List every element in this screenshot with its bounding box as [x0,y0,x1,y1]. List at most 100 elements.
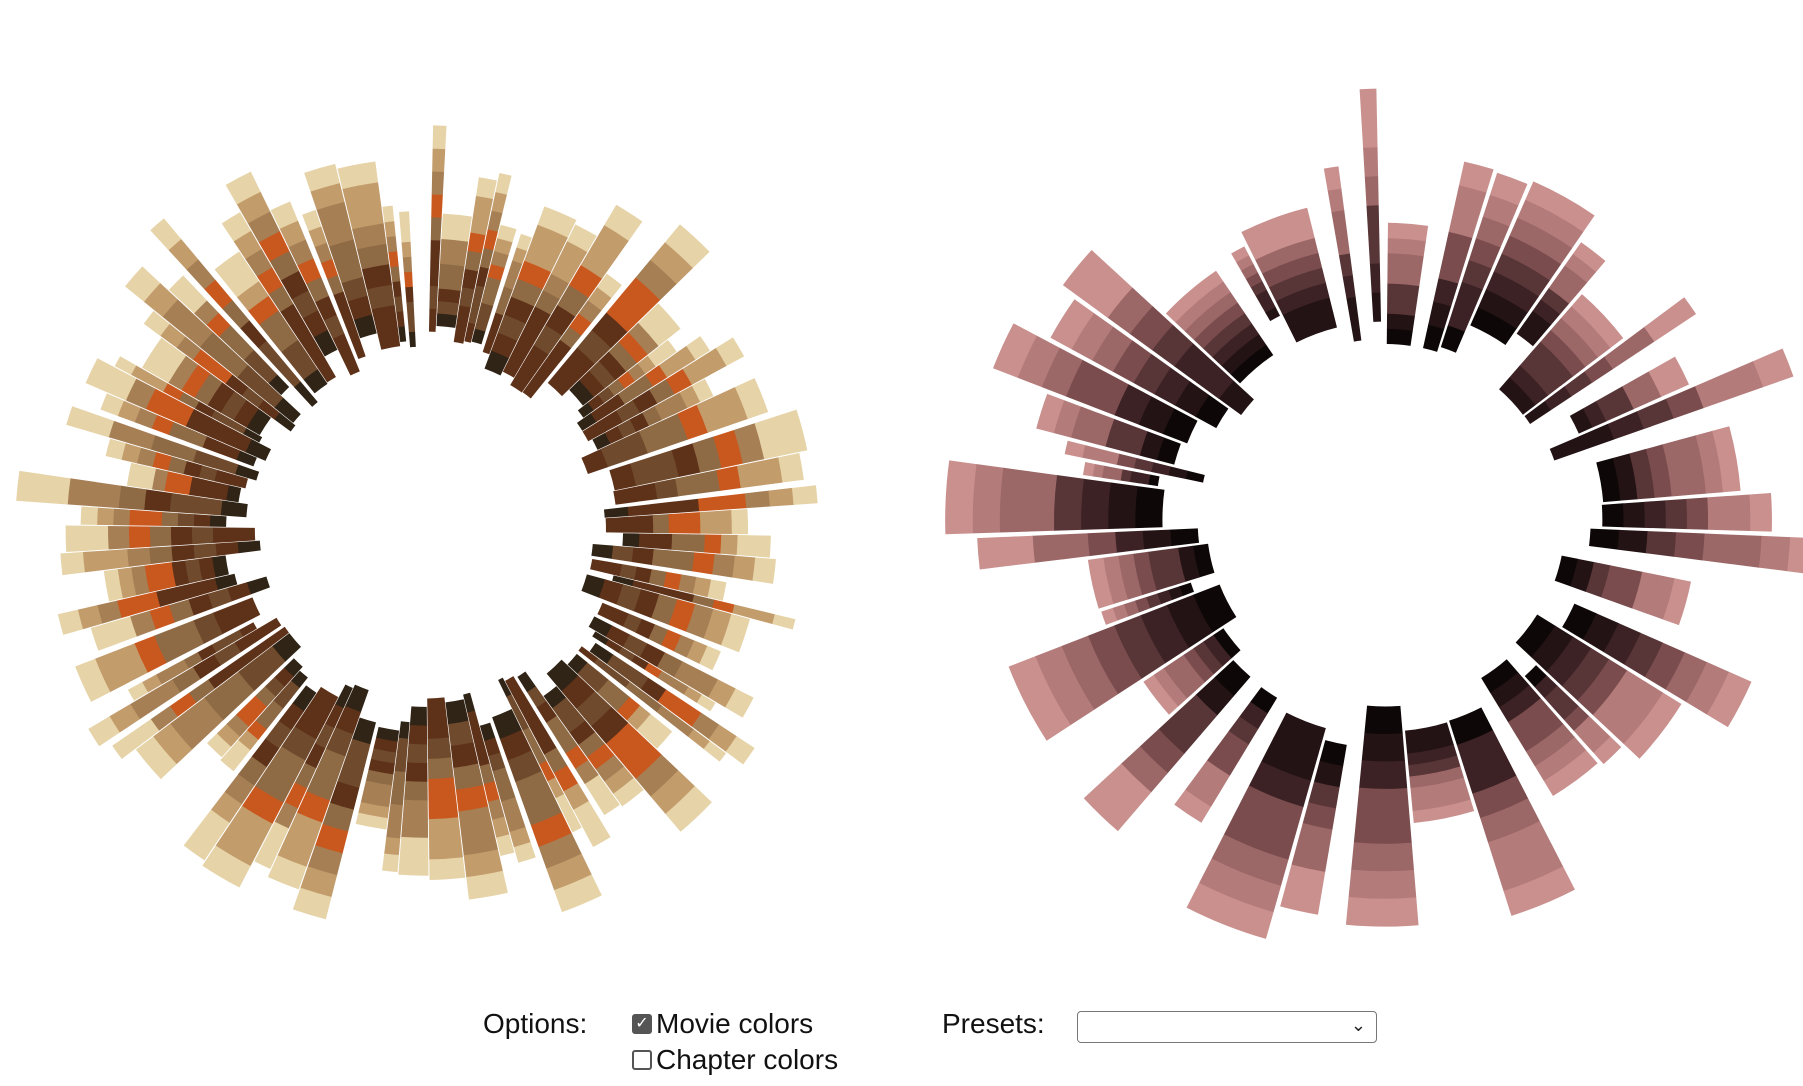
radial-segment [453,323,468,344]
radial-segment [293,381,318,407]
radial-segment [484,350,510,376]
radial-segment [254,646,286,677]
radial-segment [1368,233,1380,264]
radial-segment [1583,726,1611,754]
radial-segment [215,542,239,556]
radial-segment [94,651,130,693]
radial-segment [597,386,615,404]
radial-segment [1364,175,1379,206]
chapter-colors-option[interactable]: Chapter colors [632,1044,838,1076]
radial-segment [622,634,648,658]
radial-segment [1443,231,1473,261]
radial-segment [292,354,318,380]
radial-segment [1032,534,1063,563]
radial-segment [241,786,284,825]
radial-segment [1255,289,1272,305]
radial-segment [214,573,238,591]
radial-segment [497,224,517,243]
radial-segment [430,216,442,241]
radial-segment [183,652,203,669]
radial-segment [1481,659,1519,694]
radial-segment [1589,528,1620,550]
radial-segment [145,510,163,526]
radial-segment [212,605,242,635]
radial-segment [1406,733,1454,755]
radial-segment [576,691,612,727]
radial-segment [1004,535,1035,567]
radial-segment [235,705,258,728]
radial-segment [588,616,613,638]
radial-segment [464,250,482,272]
radial-segment [1350,318,1362,342]
radial-segment [194,401,215,418]
radial-segment [533,324,563,355]
radial-segment [236,364,266,393]
radial-segment [1387,283,1420,302]
radial-segment [277,833,315,868]
radial-segment [516,233,532,252]
radial-segment [1728,494,1751,532]
radial-segment [297,257,322,284]
radial-segment [1162,408,1198,444]
radial-segment [1173,654,1205,691]
radial-segment [186,697,224,736]
radial-segment [130,565,150,596]
radial-segment [268,746,306,782]
radial-segment [598,351,627,381]
radial-segment [1308,781,1340,809]
radial-segment [233,527,256,542]
radial-segment [531,744,547,765]
radial-segment [1665,386,1704,419]
radial-segment [1177,545,1201,582]
radial-segment [300,866,338,898]
radial-segment [347,202,384,230]
radial-segment [539,760,556,782]
radial-segment [438,275,463,291]
radial-segment [134,635,167,673]
presets-label: Presets: [942,1008,1045,1039]
radial-segment [202,845,251,888]
radial-segment [541,352,562,374]
radial-segment [204,279,233,309]
radial-segment [439,263,465,279]
radial-segment [1702,533,1734,565]
radial-segment [429,285,439,310]
radial-segment [264,676,285,698]
radial-segment [77,605,103,630]
radial-segment [600,439,629,468]
radial-segment [268,374,290,396]
radial-segment [687,534,706,553]
radial-segment [720,534,739,555]
radial-segment [1673,532,1706,561]
radial-segment [732,604,756,619]
chapter-colors-checkbox[interactable] [632,1050,652,1070]
presets-select[interactable]: ⌄ [1077,1011,1377,1043]
radial-segment [1787,537,1803,574]
radial-segment [555,793,573,816]
radial-segment [323,314,345,339]
radial-segment [605,639,623,654]
radial-segment [1250,280,1267,296]
radial-segment [720,613,750,653]
radial-segment [977,536,1008,570]
radial-segment [1508,698,1553,738]
radial-segment [734,378,769,420]
radial-segment [233,399,259,428]
radial-segment [537,206,577,238]
radial-segment [1593,736,1622,765]
radial-segment [255,686,276,708]
radial-segment [1166,594,1213,649]
radial-segment [1153,668,1188,707]
radial-segment [1609,386,1635,416]
radial-segment [594,789,620,816]
radial-segment [1723,361,1764,398]
radial-segment [562,347,596,381]
radial-segment [1107,287,1153,335]
movie-colors-option[interactable]: ✓ Movie colors [632,1008,813,1040]
movie-colors-checkbox[interactable]: ✓ [632,1014,652,1034]
radial-segment [388,250,399,268]
radial-segment [400,226,411,243]
radial-segment [134,407,158,429]
radial-segment [565,745,589,770]
radial-segment [307,686,339,719]
